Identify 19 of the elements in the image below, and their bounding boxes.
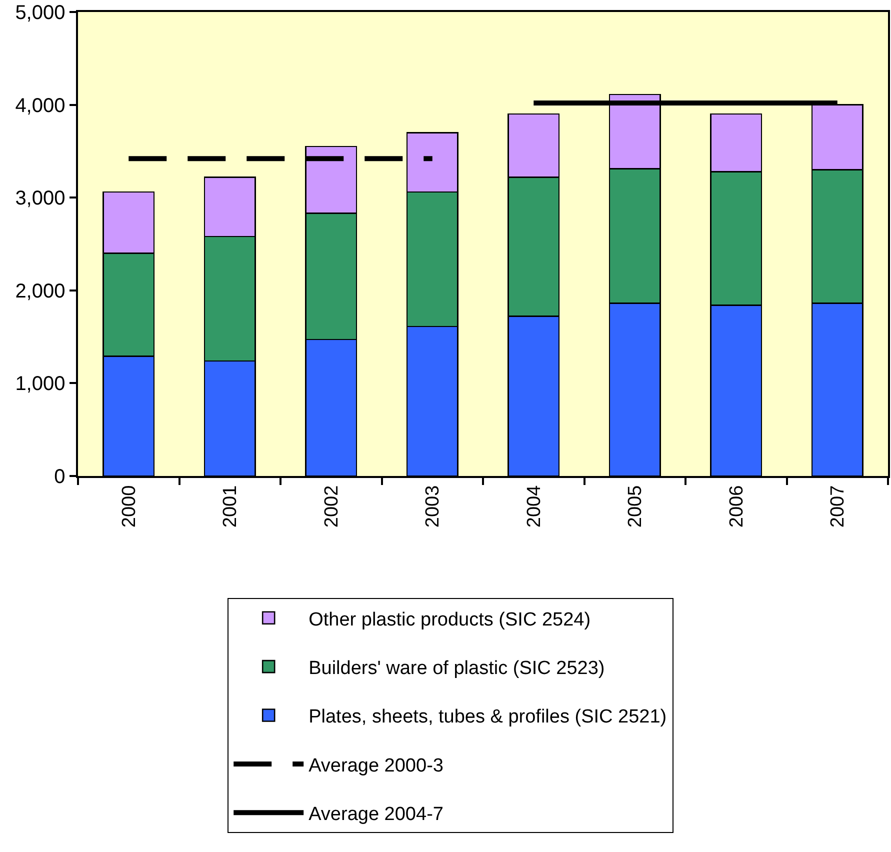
legend-label: Average 2004-7 bbox=[308, 804, 444, 826]
legend-label: Plates, sheets, tubes & profiles (SIC 2521) bbox=[308, 706, 667, 728]
x-tick-label: 2007 bbox=[828, 485, 849, 528]
y-tick-label: 4,000 bbox=[15, 94, 66, 117]
x-tick-label: 2001 bbox=[220, 485, 242, 528]
y-tick-label: 1,000 bbox=[15, 373, 66, 396]
x-tick-label: 2005 bbox=[625, 485, 646, 528]
x-tick-label: 2002 bbox=[321, 485, 342, 528]
y-tick-label: 2,000 bbox=[15, 280, 66, 302]
x-tick-label: 2000 bbox=[118, 485, 140, 528]
x-tick-label: 2004 bbox=[524, 484, 545, 528]
legend-label: Average 2000-3 bbox=[308, 755, 444, 776]
y-tick-label: 5,000 bbox=[15, 2, 66, 24]
x-tick-label: 2003 bbox=[422, 485, 444, 528]
y-tick-label: 3,000 bbox=[15, 188, 66, 210]
legend-label: Other plastic products (SIC 2524) bbox=[308, 609, 591, 630]
y-tick-label: 0 bbox=[54, 466, 66, 488]
legend-label: Builders' ware of plastic (SIC 2523) bbox=[308, 658, 605, 679]
x-tick-label: 2006 bbox=[726, 485, 748, 528]
